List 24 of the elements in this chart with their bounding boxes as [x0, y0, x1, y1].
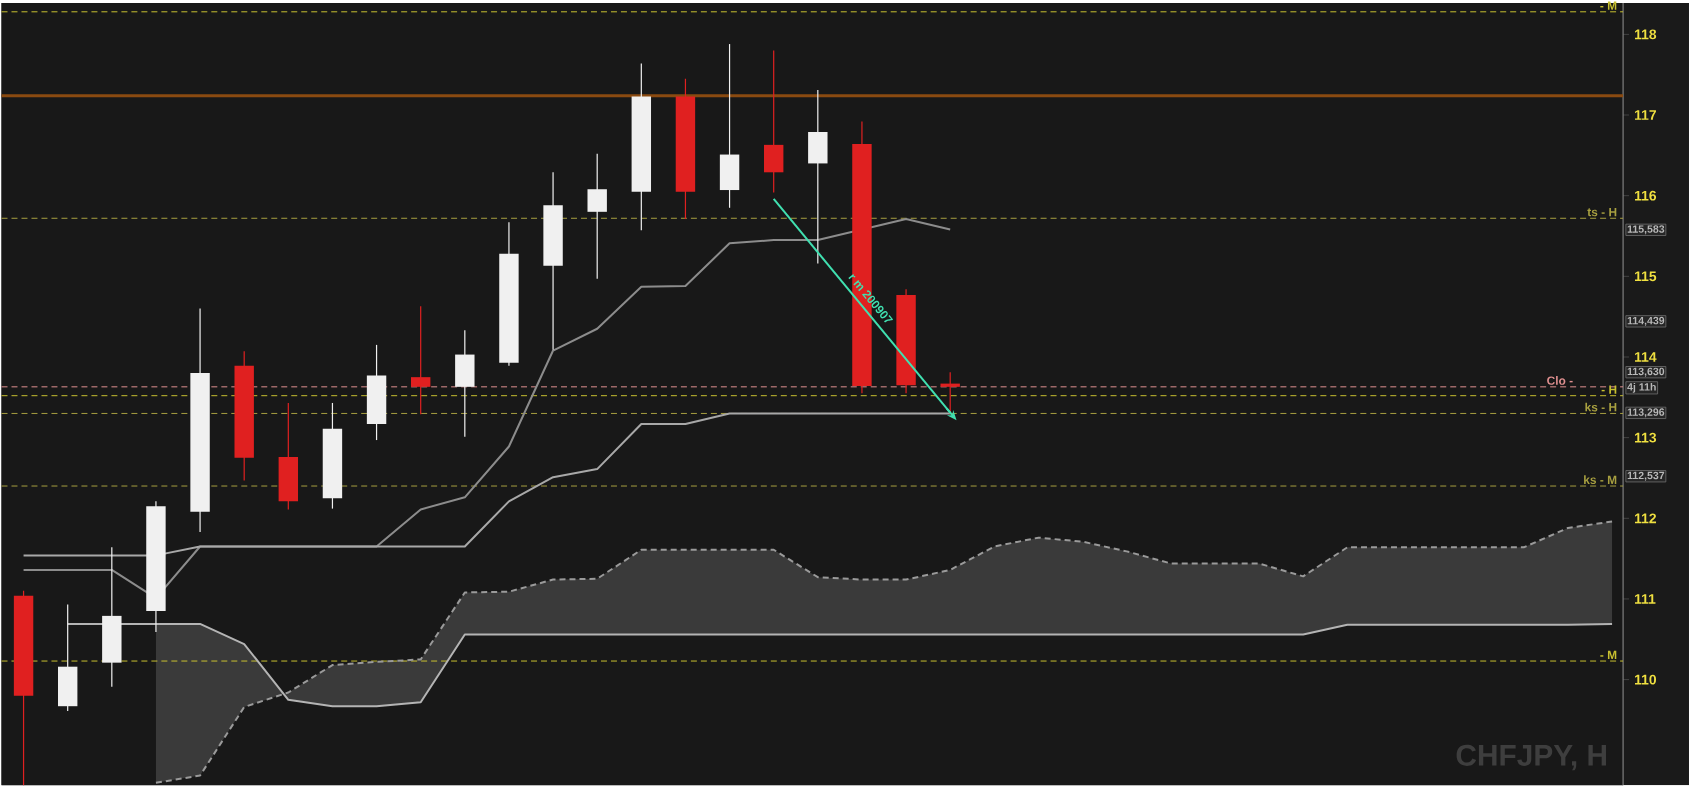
text: 4j 11h [1627, 382, 1656, 393]
y-tick-label: 118 [1635, 29, 1657, 40]
y-tick-label: 112 [1635, 513, 1657, 524]
ref-line-label: ks - M [1584, 475, 1617, 485]
ref-line-label: - H [1601, 385, 1617, 394]
ref-line-label: ts - H [1587, 208, 1617, 217]
y-tick-label: 116 [1635, 190, 1657, 201]
ref-line-label: ks - H [1585, 402, 1617, 412]
y-tick-label: 110 [1635, 674, 1657, 685]
y-tick-label: 117 [1635, 110, 1656, 120]
ref-line-label: - M [1600, 650, 1617, 660]
text: 113,296 [1627, 408, 1665, 418]
ref-line-label: Clo - [1547, 376, 1573, 385]
text: 113,630 [1627, 367, 1665, 377]
candlestick [410, 305, 431, 415]
y-tick-label: 114 [1635, 352, 1657, 362]
text: 115,583 [1627, 225, 1665, 235]
y-tick-label: 111 [1635, 594, 1656, 604]
y-tick-label: 113 [1635, 432, 1657, 443]
ref-line-label: - M [1600, 1, 1617, 10]
candlestick [587, 153, 607, 280]
text: 114,439 [1627, 316, 1665, 326]
text: 112,537 [1627, 471, 1665, 481]
y-tick-label: 115 [1635, 271, 1657, 282]
